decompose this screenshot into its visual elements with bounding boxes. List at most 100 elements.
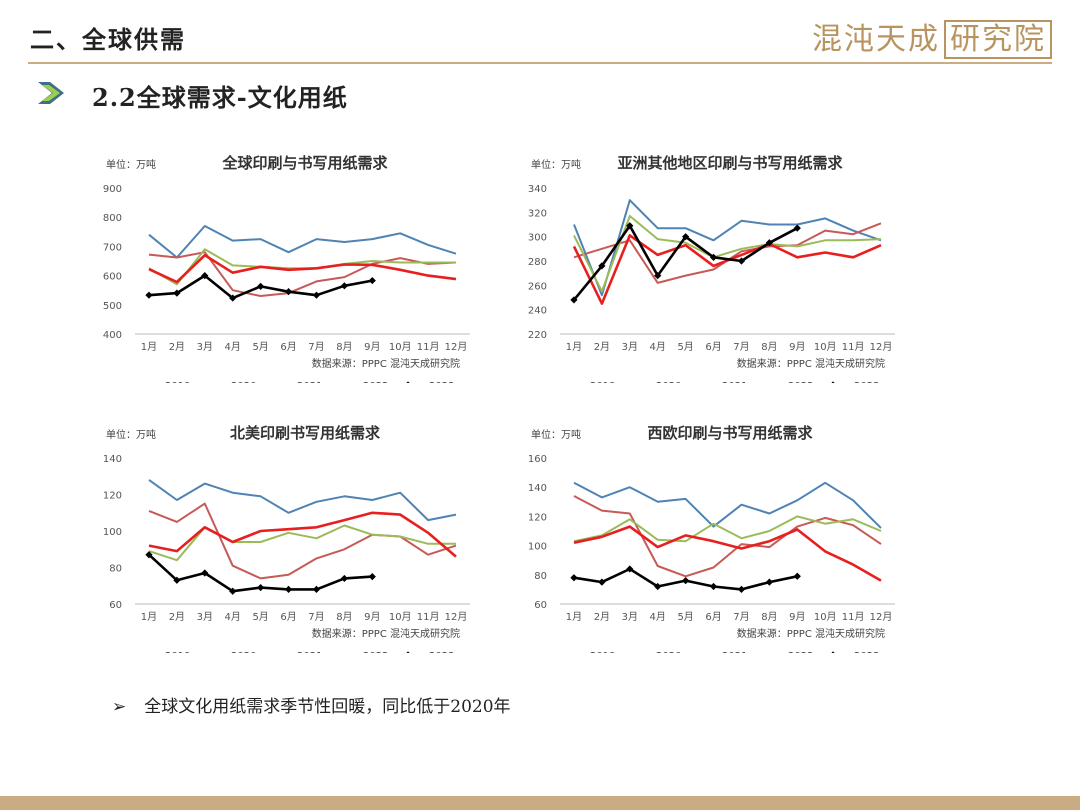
data-point-2023 [340, 574, 348, 583]
y-tick-label: 140 [528, 483, 547, 494]
y-tick-label: 140 [103, 454, 122, 465]
data-point-2023 [368, 573, 376, 581]
x-tick-label: 3月 [622, 611, 638, 623]
x-tick-label: 12月 [445, 611, 468, 623]
x-tick-label: 12月 [870, 341, 893, 353]
data-point-2023 [312, 291, 321, 299]
x-tick-label: 2月 [594, 611, 610, 623]
x-tick-label: 6月 [280, 341, 296, 353]
legend-label-2022: 2022 [363, 381, 388, 383]
series-line-2022 [148, 511, 457, 558]
series-line-2022 [572, 234, 882, 305]
chart-svg: 单位：万吨 全球印刷与书写用纸需求 400 500 600 700 800 900 1月 2月 3月… [103, 154, 470, 383]
x-tick-label: 5月 [677, 611, 693, 623]
x-tick-label: 11月 [842, 611, 865, 623]
y-tick-label: 240 [528, 306, 547, 317]
series-line-2020 [573, 495, 882, 578]
x-tick-label: 7月 [308, 341, 324, 353]
chart-global-demand: 单位：万吨 全球印刷与书写用纸需求 400 500 600 700 800 900 1月 2月 3月… [90, 148, 490, 383]
unit-label: 单位：万吨 [531, 158, 581, 171]
source-label: 数据来源：PPPC 混沌天成研究院 [312, 357, 460, 370]
y-tick-label: 100 [103, 527, 122, 538]
legend-label-2023: 2023 [854, 381, 879, 383]
source-label: 数据来源：PPPC 混沌天成研究院 [737, 627, 885, 640]
header-divider [28, 62, 1052, 64]
data-point-2023 [793, 224, 801, 232]
y-tick-label: 160 [528, 454, 547, 465]
x-tick-label: 3月 [197, 341, 213, 353]
series-line-2021 [573, 215, 882, 293]
summary-text: 全球文化用纸需求季节性回暖，同比低于2020年 [144, 697, 511, 717]
x-tick-label: 5月 [252, 611, 268, 623]
x-tick-label: 2月 [169, 341, 185, 353]
unit-label: 单位：万吨 [531, 428, 581, 441]
legend-label-2022: 2022 [788, 651, 813, 653]
legend-label-2021: 2021 [722, 381, 747, 383]
legend-label-2019: 2019 [590, 651, 615, 653]
data-point-2023 [682, 233, 690, 241]
chart-title: 北美印刷书写用纸需求 [230, 424, 381, 442]
x-tick-label: 10月 [814, 341, 837, 353]
data-point-2023 [173, 576, 181, 584]
legend-label-2019: 2019 [165, 651, 190, 653]
chart-north-america-demand: 单位：万吨 北美印刷书写用纸需求 60 80 100 120 140 1月 2月 3月 4月 5月 6月… [90, 418, 490, 653]
x-tick-label: 11月 [842, 341, 865, 353]
y-tick-label: 800 [103, 213, 122, 224]
x-tick-label: 2月 [169, 611, 185, 623]
y-tick-label: 400 [103, 330, 122, 341]
legend-label-2023: 2023 [429, 381, 454, 383]
series-line-2019 [148, 479, 457, 522]
x-tick-label: 1月 [566, 611, 582, 623]
legend-label-2022: 2022 [363, 651, 388, 653]
x-tick-label: 4月 [650, 611, 666, 623]
y-tick-label: 120 [103, 491, 122, 502]
y-tick-label: 120 [528, 512, 547, 523]
series-line-2022 [148, 253, 457, 284]
source-label: 数据来源：PPPC 混沌天成研究院 [737, 357, 885, 370]
series-line-2019 [573, 199, 882, 297]
x-tick-label: 6月 [705, 341, 721, 353]
brand-logo: 混沌天成 研究院 [812, 14, 1052, 59]
legend-label-2023: 2023 [429, 651, 454, 653]
data-point-2023 [709, 582, 718, 591]
y-tick-label: 80 [109, 564, 122, 575]
legend-label-2020: 2020 [656, 651, 681, 653]
legend-label-2022: 2022 [788, 381, 813, 383]
data-point-2023 [368, 276, 376, 285]
logo-text: 混沌天成 [812, 22, 940, 57]
x-tick-label: 12月 [445, 341, 468, 353]
x-tick-label: 3月 [622, 341, 638, 353]
x-tick-label: 1月 [141, 611, 157, 623]
chart-asia-other-demand: 单位：万吨 亚洲其他地区印刷与书写用纸需求 220 240 260 280 300 320 34… [515, 148, 915, 383]
series-line-2021 [573, 515, 882, 543]
x-tick-label: 7月 [308, 611, 324, 623]
x-tick-label: 1月 [566, 341, 582, 353]
x-tick-label: 6月 [705, 611, 721, 623]
legend-marker-2023 [406, 381, 410, 383]
y-tick-label: 320 [528, 208, 547, 219]
y-tick-label: 700 [103, 242, 122, 253]
data-point-2023 [145, 291, 153, 299]
y-tick-label: 300 [528, 233, 547, 244]
y-tick-label: 280 [528, 257, 547, 268]
x-tick-label: 1月 [141, 341, 157, 353]
data-point-2023 [682, 577, 690, 585]
x-tick-label: 7月 [733, 341, 749, 353]
logo-box-text: 研究院 [944, 20, 1052, 59]
x-tick-label: 11月 [417, 611, 440, 623]
x-tick-label: 7月 [733, 611, 749, 623]
y-tick-label: 80 [534, 571, 547, 582]
x-tick-label: 9月 [364, 611, 380, 623]
y-tick-label: 340 [528, 184, 547, 195]
chart-title: 西欧印刷与书写用纸需求 [647, 424, 813, 442]
data-point-2023 [284, 585, 293, 593]
x-tick-label: 12月 [870, 611, 893, 623]
x-tick-label: 5月 [677, 341, 693, 353]
x-tick-label: 10月 [389, 341, 412, 353]
y-tick-label: 100 [528, 542, 547, 553]
x-tick-label: 4月 [225, 341, 241, 353]
legend-label-2023: 2023 [854, 651, 879, 653]
series-line-2019 [148, 225, 457, 259]
footer-bar [0, 796, 1080, 810]
x-tick-label: 4月 [225, 611, 241, 623]
